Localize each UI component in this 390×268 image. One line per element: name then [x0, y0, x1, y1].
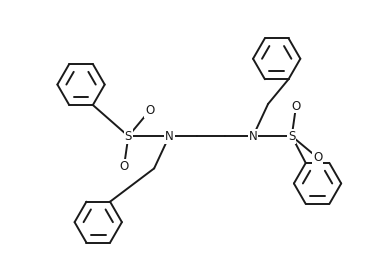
Text: O: O: [313, 151, 322, 164]
Text: O: O: [119, 160, 129, 173]
Text: N: N: [249, 130, 257, 143]
Text: O: O: [145, 104, 154, 117]
Text: O: O: [291, 99, 301, 113]
Text: N: N: [165, 130, 174, 143]
Text: S: S: [288, 130, 296, 143]
Text: S: S: [125, 130, 132, 143]
